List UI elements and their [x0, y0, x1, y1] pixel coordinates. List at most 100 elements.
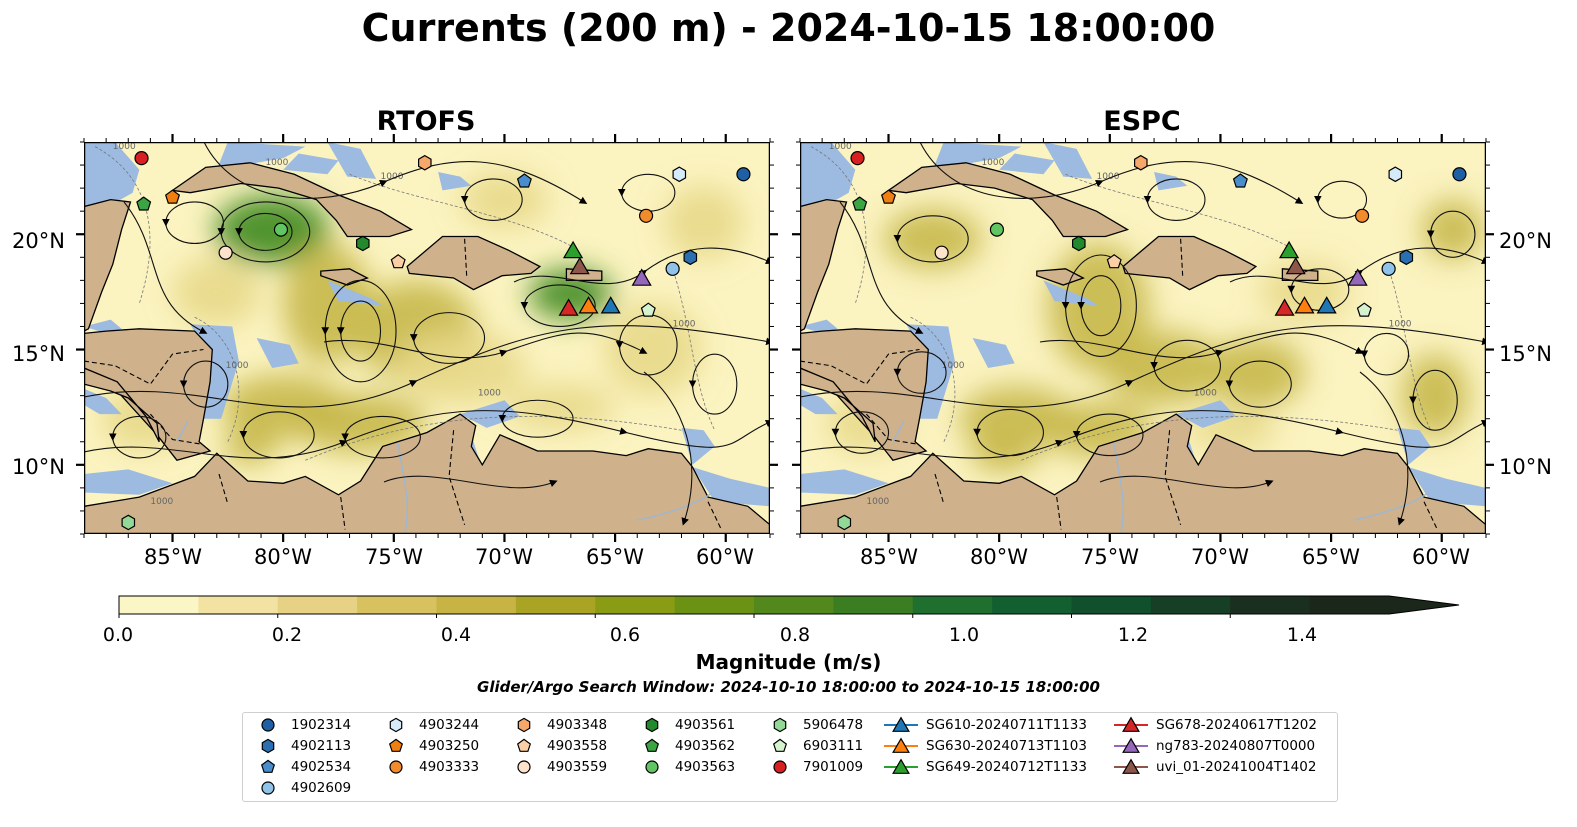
depth-contour-label: 1000: [265, 158, 288, 168]
depth-contour-label: 1000: [381, 172, 404, 182]
marker-ng783-20240807T0000[interactable]: [631, 268, 652, 286]
colorbar-segment: [1150, 596, 1231, 614]
marker-SG678-20240617T1202[interactable]: [1274, 298, 1295, 316]
figure-title: Currents (200 m) - 2024-10-15 18:00:00: [361, 6, 1216, 50]
streamlines: [84, 142, 770, 526]
legend-item-4903348: 4903348: [511, 715, 607, 735]
streamline: [893, 351, 947, 394]
legend-marker: [517, 717, 531, 733]
colorbar-segment: [595, 596, 676, 614]
map-panel-espc[interactable]: 1000 1000 1000 1000 1000 1000 1000: [800, 142, 1486, 534]
observation-markers: [837, 151, 1467, 531]
marker-7901009[interactable]: [134, 151, 149, 166]
marker-4903250[interactable]: [164, 189, 181, 204]
marker-ng783-20240807T0000[interactable]: [1347, 268, 1368, 286]
legend-label: ng783-20240807T0000: [1156, 738, 1316, 754]
marker-4903244[interactable]: [672, 166, 687, 183]
colorbar-tick-0-4: 0.4: [440, 624, 472, 646]
colorbar-segment: [992, 596, 1072, 614]
colorbar-tick-1-0: 1.0: [948, 624, 980, 646]
marker-4902609[interactable]: [665, 261, 680, 276]
marker-4903559[interactable]: [934, 245, 949, 260]
marker-4903562[interactable]: [852, 196, 868, 211]
depth-contour-label: 1000: [113, 142, 136, 152]
marker-5906478[interactable]: [837, 514, 852, 531]
marker-SG649-20240712T1133[interactable]: [562, 240, 584, 259]
streamline: [513, 247, 770, 285]
marker-uvi_01-20241004T1402[interactable]: [1285, 256, 1306, 275]
legend-marker: [644, 738, 660, 752]
marker-4903348[interactable]: [1134, 154, 1148, 171]
streamline: [831, 411, 890, 454]
streamline: [1359, 371, 1409, 526]
legend-label: 6903111: [803, 738, 864, 754]
marker-5906478[interactable]: [121, 514, 136, 531]
marker-4903333[interactable]: [638, 208, 654, 223]
colorbar-segment: [1071, 596, 1152, 614]
marker-4903561[interactable]: [356, 235, 370, 252]
marker-4903348[interactable]: [418, 154, 432, 171]
marker-1902314[interactable]: [736, 167, 751, 182]
depth-contour-label: 1000: [478, 389, 501, 399]
marker-4902113[interactable]: [1399, 249, 1414, 266]
legend-item-4903244: 4903244: [383, 715, 479, 735]
colorbar-segment: [357, 596, 437, 614]
circle-marker-icon: [389, 760, 403, 774]
legend-marker: [517, 760, 531, 774]
streamline: [1229, 247, 1486, 285]
legend-marker: [261, 718, 275, 732]
marker-4903561[interactable]: [1072, 235, 1086, 252]
marker-uvi_01-20241004T1402[interactable]: [569, 256, 590, 275]
marker-4902534[interactable]: [516, 173, 532, 188]
marker-7901009[interactable]: [850, 151, 865, 166]
marker-SG610-20240711T1133[interactable]: [1316, 296, 1337, 314]
marker-4903558[interactable]: [1106, 254, 1122, 269]
triangle-marker-icon: [1114, 737, 1148, 753]
legend-label: 4902113: [291, 738, 352, 754]
marker-4903250[interactable]: [880, 189, 897, 204]
streamline: [1039, 332, 1364, 359]
marker-4903558[interactable]: [390, 254, 406, 269]
marker-4903563[interactable]: [273, 222, 289, 237]
marker-4902609[interactable]: [1381, 261, 1396, 276]
marker-SG678-20240617T1202[interactable]: [558, 298, 579, 316]
colorbar-segment: [198, 596, 279, 614]
marker-SG630-20240713T1103[interactable]: [1294, 296, 1315, 314]
legend-label: 5906478: [803, 717, 864, 733]
legend-label: 4903244: [419, 717, 480, 733]
legend-item-1902314: 1902314: [255, 715, 351, 735]
marker-SG630-20240713T1103[interactable]: [578, 296, 599, 314]
depth-contour-label: 1000: [673, 319, 696, 329]
marker-4902534[interactable]: [1232, 173, 1248, 188]
triangle-marker-icon: [1114, 716, 1148, 732]
marker-4902113[interactable]: [683, 249, 698, 266]
marker-4903563[interactable]: [989, 222, 1005, 237]
colorbar-extend-arrow: [1389, 596, 1459, 614]
depth-contour-label: 1000: [866, 497, 889, 507]
lon-label-75w-left: 75°W: [365, 545, 423, 569]
marker-SG610-20240711T1133[interactable]: [600, 296, 621, 314]
legend-label: 1902314: [291, 717, 352, 733]
marker-4903333[interactable]: [1354, 208, 1370, 223]
marker-SG649-20240712T1133[interactable]: [1278, 240, 1300, 259]
marker-1902314[interactable]: [1452, 167, 1467, 182]
legend-item-4903333: 4903333: [383, 757, 479, 777]
streamline: [1426, 210, 1476, 258]
marker-4903559[interactable]: [218, 245, 233, 260]
streamline: [336, 300, 382, 362]
legend-marker: [1122, 737, 1140, 753]
streamline: [123, 201, 208, 334]
marker-6903111[interactable]: [640, 302, 656, 317]
lon-label-70w-right: 70°W: [1191, 545, 1249, 569]
marker-6903111[interactable]: [1356, 302, 1372, 317]
legend-label: 4903250: [419, 738, 480, 754]
streamline: [1313, 180, 1368, 219]
marker-4903562[interactable]: [136, 196, 152, 211]
legend-marker: [772, 738, 788, 752]
legend-marker: [260, 759, 276, 773]
marker-4903244[interactable]: [1388, 166, 1403, 183]
map-panel-rtofs[interactable]: 1000 1000 1000 1000 1000 1000 1000: [84, 142, 770, 534]
legend-item-4903562: 4903562: [639, 736, 735, 756]
circle-marker-icon: [261, 718, 275, 732]
lon-label-80w-left: 80°W: [254, 545, 312, 569]
